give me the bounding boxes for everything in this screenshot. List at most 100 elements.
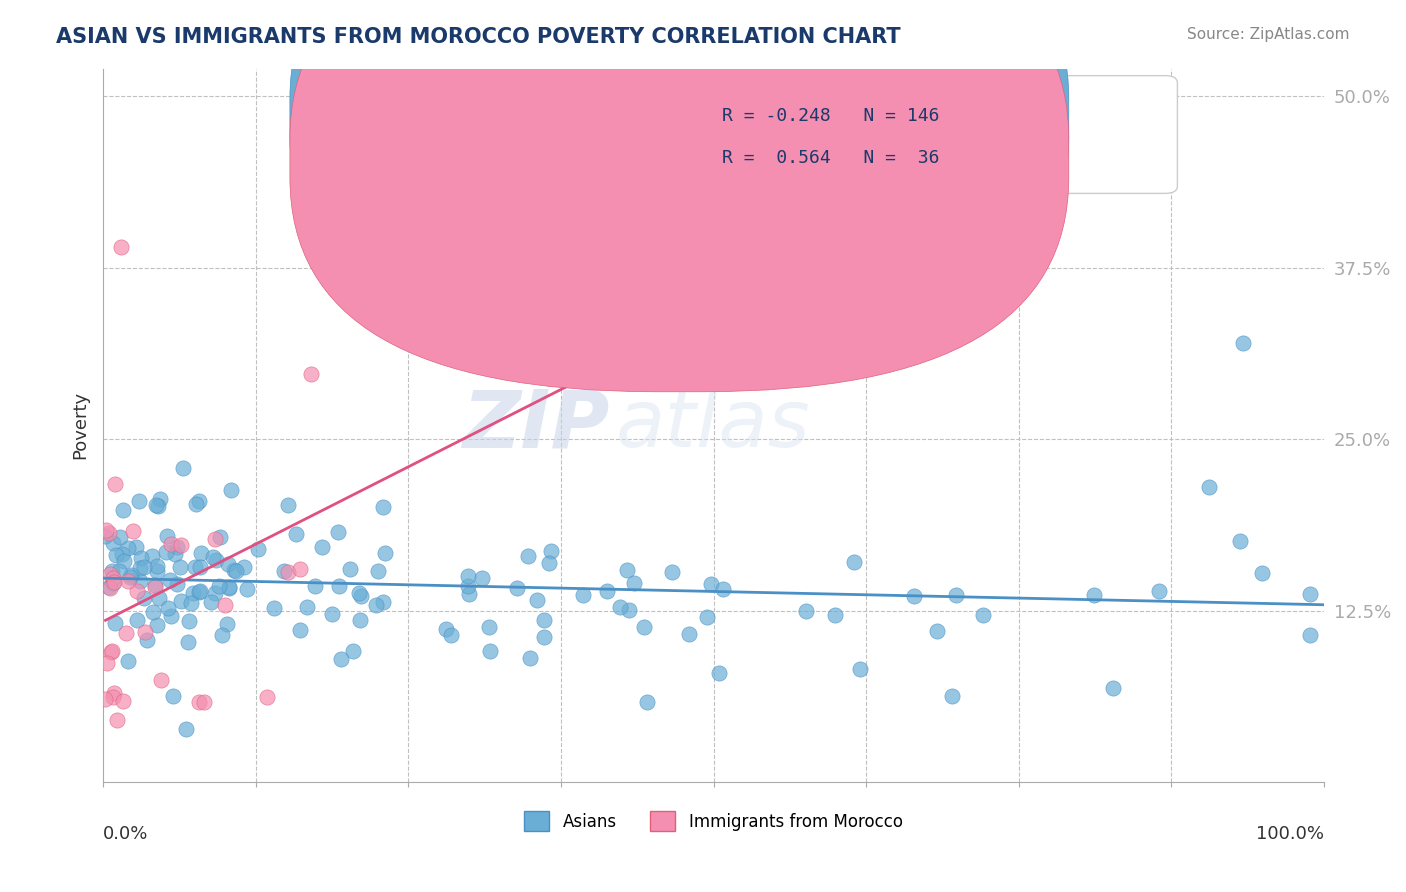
Point — [155, 545, 177, 559]
Point — [233, 560, 256, 574]
Point — [111, 548, 134, 562]
Point — [1299, 628, 1322, 642]
Point — [339, 562, 361, 576]
Point — [160, 537, 183, 551]
Point — [127, 584, 149, 599]
Point — [236, 582, 259, 596]
Point — [142, 605, 165, 619]
Point — [285, 527, 308, 541]
Point — [201, 549, 224, 564]
Point — [183, 586, 205, 600]
Point — [277, 565, 299, 579]
FancyBboxPatch shape — [290, 0, 1069, 351]
Point — [371, 500, 394, 514]
Point — [661, 566, 683, 580]
Point — [150, 673, 173, 688]
Point — [225, 564, 247, 578]
Point — [166, 540, 188, 554]
Point — [190, 546, 212, 560]
Point — [633, 619, 655, 633]
Point — [1229, 534, 1251, 549]
Point — [678, 627, 700, 641]
Point — [299, 368, 322, 382]
Point — [94, 691, 117, 706]
Point — [169, 559, 191, 574]
Point — [263, 601, 285, 615]
Point — [824, 607, 846, 622]
Point — [145, 580, 167, 594]
Point — [117, 574, 139, 588]
Point — [440, 628, 463, 642]
Point — [180, 596, 202, 610]
Point — [174, 722, 197, 736]
Point — [277, 498, 299, 512]
Point — [321, 607, 343, 621]
FancyBboxPatch shape — [621, 76, 1177, 194]
Point — [506, 581, 529, 595]
Point — [98, 566, 121, 581]
Point — [120, 567, 142, 582]
Point — [93, 529, 115, 543]
Point — [100, 564, 122, 578]
Point — [273, 564, 295, 578]
Point — [700, 577, 723, 591]
Text: ZIP: ZIP — [463, 386, 610, 465]
Point — [96, 523, 118, 537]
Point — [696, 610, 718, 624]
Legend: Asians, Immigrants from Morocco: Asians, Immigrants from Morocco — [517, 805, 910, 838]
Point — [572, 588, 595, 602]
Point — [156, 601, 179, 615]
Point — [208, 578, 231, 592]
Point — [471, 571, 494, 585]
Point — [533, 613, 555, 627]
Point — [101, 571, 124, 585]
Point — [328, 579, 350, 593]
Point — [187, 584, 209, 599]
Point — [148, 492, 170, 507]
Point — [945, 588, 967, 602]
Point — [117, 654, 139, 668]
Point — [190, 559, 212, 574]
Point — [101, 536, 124, 550]
Point — [129, 550, 152, 565]
Point — [367, 564, 389, 578]
Point — [148, 591, 170, 605]
Point — [457, 587, 479, 601]
Point — [1147, 583, 1170, 598]
Point — [478, 619, 501, 633]
Point — [349, 613, 371, 627]
Point — [219, 483, 242, 497]
Point — [120, 570, 142, 584]
Point — [1083, 587, 1105, 601]
Y-axis label: Poverty: Poverty — [72, 392, 89, 459]
Text: R = -0.248   N = 146: R = -0.248 N = 146 — [723, 107, 939, 126]
Point — [170, 593, 193, 607]
Point — [972, 608, 994, 623]
Point — [373, 595, 395, 609]
Point — [134, 591, 156, 605]
Point — [134, 560, 156, 574]
Point — [623, 575, 645, 590]
Point — [211, 628, 233, 642]
Text: ASIAN VS IMMIGRANTS FROM MOROCCO POVERTY CORRELATION CHART: ASIAN VS IMMIGRANTS FROM MOROCCO POVERTY… — [56, 27, 901, 46]
Point — [1198, 480, 1220, 494]
Point — [103, 686, 125, 700]
Point — [112, 554, 135, 568]
Point — [1299, 587, 1322, 601]
Point — [166, 576, 188, 591]
Point — [177, 635, 200, 649]
Point — [160, 609, 183, 624]
Point — [533, 630, 555, 644]
Point — [136, 632, 159, 647]
Point — [188, 584, 211, 599]
Point — [101, 575, 124, 590]
Point — [108, 530, 131, 544]
Point — [156, 529, 179, 543]
Text: R =  0.564   N =  36: R = 0.564 N = 36 — [723, 149, 939, 167]
Point — [457, 579, 479, 593]
Point — [204, 532, 226, 546]
Point — [96, 656, 118, 670]
Point — [204, 585, 226, 599]
Point — [104, 549, 127, 563]
Point — [184, 497, 207, 511]
